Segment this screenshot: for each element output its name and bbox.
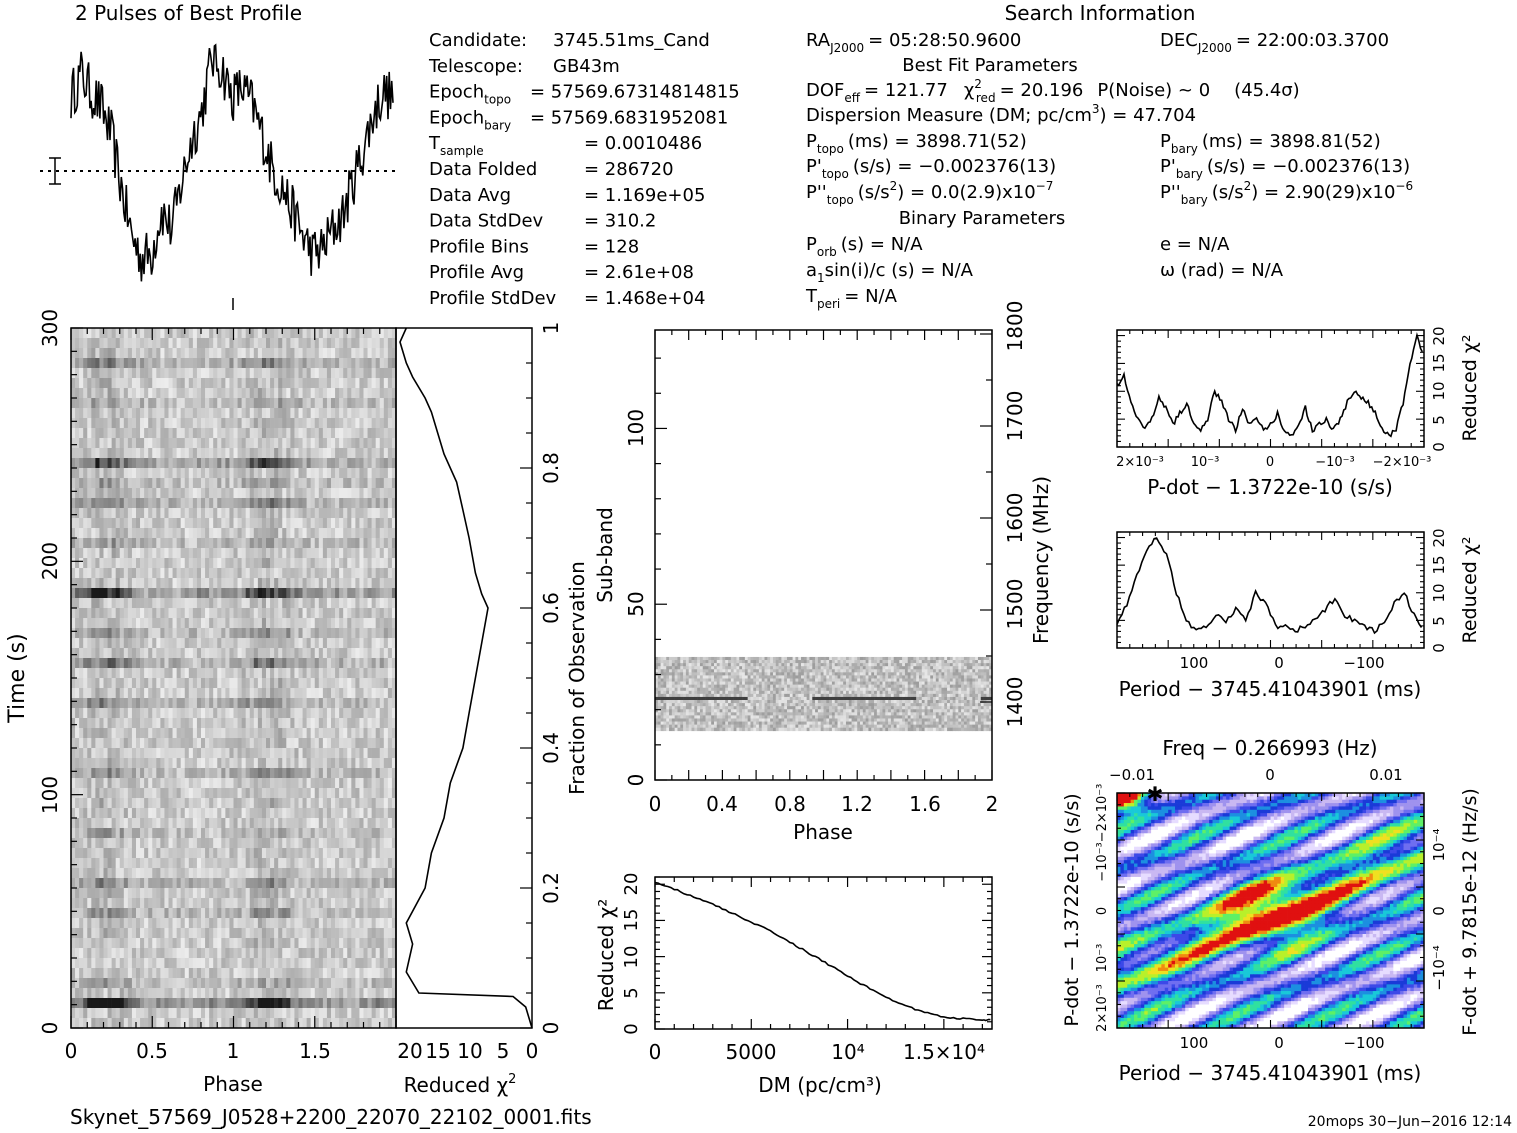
dm-ylabel: Reduced χ² (594, 899, 618, 1012)
subband-heatmap (655, 656, 992, 732)
dm-chi2-trace (654, 881, 991, 1022)
dm-chi2-panel: 0 5000 10⁴ 1.5×10⁴ DM (pc/cm³) 0 5 10 15… (594, 873, 993, 1097)
fr-xlabel: Reduced χ2 (404, 1072, 517, 1097)
svg-text:Tperi= N/A: Tperi = N/A (805, 286, 898, 311)
period-pdot-heatmap (1117, 793, 1424, 1028)
pd-xlabel: P-dot − 1.3722e-10 (s/s) (1147, 475, 1393, 499)
binary-title: Binary Parameters (899, 208, 1066, 229)
time-phase-heatmap (71, 328, 397, 1029)
pp-ylabel: P-dot − 1.3722e-10 (s/s) (1061, 793, 1083, 1026)
tp-xlabel: Phase (203, 1072, 263, 1096)
fraction-chi2-trace (399, 327, 533, 1029)
svg-text:Ptopo(ms) = 3898.71(52): Ptopo (ms) = 3898.71(52) (806, 131, 1027, 156)
info-row: Profile Bins = 128 (429, 236, 639, 257)
svg-text:e = N/A: e = N/A (1160, 234, 1230, 255)
search-parameters: RAJ2000 = 05:28:50.9600 DECJ2000 = 22:00:0… (805, 30, 1413, 311)
profile-title: 2 Pulses of Best Profile (75, 1, 302, 25)
pulse-profile-panel (40, 43, 395, 310)
search-info-title: Search Information (1005, 1, 1196, 25)
pp-xlabel: Period − 3745.41043901 (ms) (1119, 1061, 1422, 1085)
tp-ytick: 0 (38, 1022, 62, 1035)
profile-trace (70, 43, 394, 282)
ra-label: RA (806, 30, 831, 51)
tp-ytick: 100 (38, 776, 62, 814)
svg-text:RAJ2000= 05:28:50.9600: RAJ2000 = 05:28:50.9600 (806, 30, 1021, 55)
svg-text:Dispersion Measure (DM; pc/cm3: Dispersion Measure (DM; pc/cm3) = 47.704 (806, 102, 1196, 126)
info-row: Epochtopo = 57569.67314814815 (429, 82, 740, 107)
pd-ylabel: Reduced χ² (1459, 335, 1481, 442)
dm-xlabel: DM (pc/cm³) (758, 1073, 882, 1097)
period-pdot-panel: ✱ Freq − 0.266993 (Hz) −0.01 0 0.01 100 … (1061, 736, 1481, 1085)
info-row: Epochbary = 57569.6831952081 (429, 107, 728, 132)
info-row: Telescope: GB43m (428, 56, 620, 77)
info-row: Data StdDev = 310.2 (429, 211, 656, 232)
info-row: Candidate: 3745.51ms_Cand (429, 30, 710, 51)
pr-xlabel: Period − 3745.41043901 (ms) (1119, 677, 1422, 701)
svg-text:P''topo(s/s2) = 0.0(2.9)x10−7: P''topo (s/s2) = 0.0(2.9)x10−7 (806, 179, 1053, 207)
sb-xlabel: Phase (793, 820, 853, 844)
tp-xtick: 0.5 (136, 1039, 168, 1063)
svg-text:DECJ2000= 22:00:03.3700: DECJ2000 = 22:00:03.3700 (1160, 30, 1389, 55)
svg-text:P''bary(s/s2) = 2.90(29)x10−: P''bary (s/s2) = 2.90(29)x10−6 (1160, 179, 1413, 207)
fraction-chi2-panel: 20 15 10 5 0 Reduced χ2 0 0.2 0.4 0.6 0.… (395, 322, 589, 1097)
info-row: Tsample = 0.0010486 (428, 133, 702, 158)
subband-phase-panel: 0 0.4 0.8 1.2 1.6 2 Phase 0 50 100 Sub-b… (593, 301, 1053, 844)
tp-xtick: 1 (227, 1039, 240, 1063)
pdot-chi2-trace (1116, 331, 1424, 438)
info-row: Data Avg = 1.169e+05 (429, 185, 705, 206)
svg-text:P'topo(s/s) = −0.002376(13): P'topo (s/s) = −0.002376(13) (806, 156, 1056, 181)
svg-text:Pbary(ms) = 3898.81(52): Pbary (ms) = 3898.81(52) (1160, 131, 1381, 156)
info-row: Profile Avg = 2.61e+08 (429, 262, 694, 283)
tp-ytick: 300 (38, 309, 62, 347)
pdot-chi2-panel: 2×10⁻³ 10⁻³ 0 −10⁻³ −2×10⁻³ P-dot − 1.37… (1116, 326, 1481, 499)
svg-text:Porb(s) = N/A: Porb (s) = N/A (806, 234, 923, 259)
profile-error-bar (49, 157, 61, 185)
info-row: Profile StdDev = 1.468e+04 (429, 288, 705, 309)
sb-y2label: Frequency (MHz) (1029, 476, 1053, 644)
dec-label: DEC (1160, 30, 1198, 51)
svg-text:a1sin(i)/c (s) = N/A: a1sin(i)/c (s) = N/A (806, 260, 974, 285)
tp-ytick: 200 (38, 542, 62, 580)
tp-xtick: 0 (65, 1039, 78, 1063)
best-fit-title: Best Fit Parameters (902, 55, 1077, 76)
candidate-info: Candidate: 3745.51ms_Cand Telescope: GB43m E… (428, 30, 740, 309)
pp-title: Freq − 0.266993 (Hz) (1162, 736, 1377, 760)
fr-ylabel: Fraction of Observation (565, 561, 589, 795)
period-chi2-trace (1116, 537, 1423, 635)
timestamp-label: 20mops 30−Jun−2016 12:14 (1308, 1114, 1512, 1130)
period-chi2-panel: 100 0 −100 Period − 3745.41043901 (ms) 0… (1116, 528, 1481, 701)
tp-ylabel: Time (s) (5, 633, 30, 723)
filename-label: Skynet_57569_J0528+2200_22070_22102_0001… (70, 1105, 592, 1129)
pr-ylabel: Reduced χ² (1459, 537, 1481, 644)
pp-y2label: F-dot + 9.7815e-12 (Hz/s) (1459, 788, 1481, 1036)
svg-text:ω (rad) = N/A: ω (rad) = N/A (1160, 260, 1284, 281)
sb-ylabel: Sub-band (593, 507, 617, 603)
tp-xtick: 1.5 (299, 1039, 331, 1063)
time-phase-panel: 0 0.5 1 1.5 Phase 0 100 200 300 Time (s) (5, 309, 397, 1096)
info-row: Data Folded = 286720 (429, 159, 674, 180)
best-candidate-marker: ✱ (1147, 782, 1164, 806)
svg-text:P'bary(s/s) = −0.002376(13): P'bary (s/s) = −0.002376(13) (1160, 156, 1410, 181)
